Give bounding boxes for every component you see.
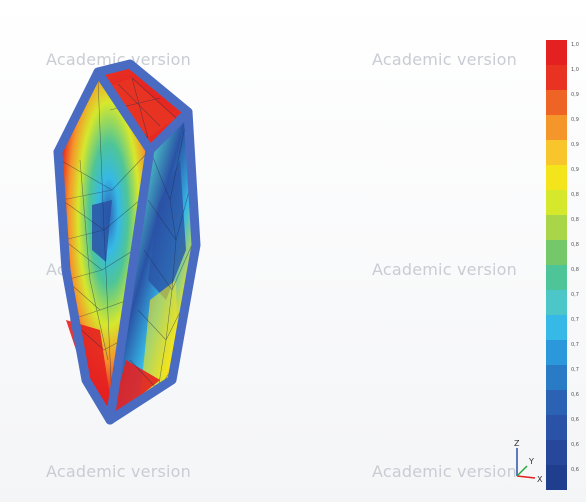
legend-swatch bbox=[546, 90, 567, 115]
legend-swatch bbox=[546, 140, 567, 165]
legend-tick-label: 0,6 bbox=[571, 467, 579, 473]
legend-tick-label: 0,6 bbox=[571, 392, 579, 398]
legend-tick-label: 0,9 bbox=[571, 117, 579, 123]
legend-tick-label: 0,9 bbox=[571, 92, 579, 98]
legend-tick-label: 0,6 bbox=[571, 417, 579, 423]
axis-z-label: Z bbox=[514, 439, 520, 448]
legend-swatch bbox=[546, 65, 567, 90]
axis-y-label: Y bbox=[528, 457, 534, 466]
color-legend: 1,0 1,0 0,9 0,9 0,9 0,9 0,8 0,8 0,8 0,8 0,7 0,7 0,7 0… bbox=[538, 40, 586, 500]
legend-swatch bbox=[546, 190, 567, 215]
watermark-bottom-right: Academic version bbox=[372, 462, 517, 481]
watermark-bottom-left: Academic version bbox=[46, 462, 191, 481]
legend-tick-label: 1,0 bbox=[571, 42, 579, 48]
legend-swatch bbox=[546, 340, 567, 365]
legend-swatch bbox=[546, 290, 567, 315]
legend-swatch bbox=[546, 415, 567, 440]
legend-swatch bbox=[546, 265, 567, 290]
legend-tick-label: 0,7 bbox=[571, 292, 579, 298]
legend-tick-label: 0,8 bbox=[571, 242, 579, 248]
legend-swatch bbox=[546, 390, 567, 415]
legend-swatch bbox=[546, 115, 567, 140]
legend-tick-label: 0,9 bbox=[571, 142, 579, 148]
legend-swatch bbox=[546, 315, 567, 340]
watermark-top-left: Academic version bbox=[46, 50, 191, 69]
legend-swatch bbox=[546, 165, 567, 190]
legend-tick-label: 0,8 bbox=[571, 192, 579, 198]
legend-tick-label: 0,8 bbox=[571, 267, 579, 273]
legend-swatch bbox=[546, 440, 567, 465]
legend-swatch bbox=[546, 365, 567, 390]
legend-tick-label: 0,6 bbox=[571, 442, 579, 448]
legend-swatch bbox=[546, 40, 567, 65]
legend-tick-label: 0,9 bbox=[571, 167, 579, 173]
model-frame bbox=[53, 59, 201, 425]
legend-swatch bbox=[546, 240, 567, 265]
axis-triad: Z Y X bbox=[514, 439, 543, 484]
legend-tick-label: 1,0 bbox=[571, 67, 579, 73]
watermark-top-right: Academic version bbox=[372, 50, 517, 69]
watermark-mid-right: Academic version bbox=[372, 260, 517, 279]
legend-tick-label: 0,8 bbox=[571, 217, 579, 223]
legend-tick-label: 0,7 bbox=[571, 367, 579, 373]
legend-tick-label: 0,7 bbox=[571, 342, 579, 348]
axis-x-label: X bbox=[537, 475, 543, 484]
legend-swatch bbox=[546, 465, 567, 490]
legend-tick-label: 0,7 bbox=[571, 317, 579, 323]
legend-swatch bbox=[546, 215, 567, 240]
